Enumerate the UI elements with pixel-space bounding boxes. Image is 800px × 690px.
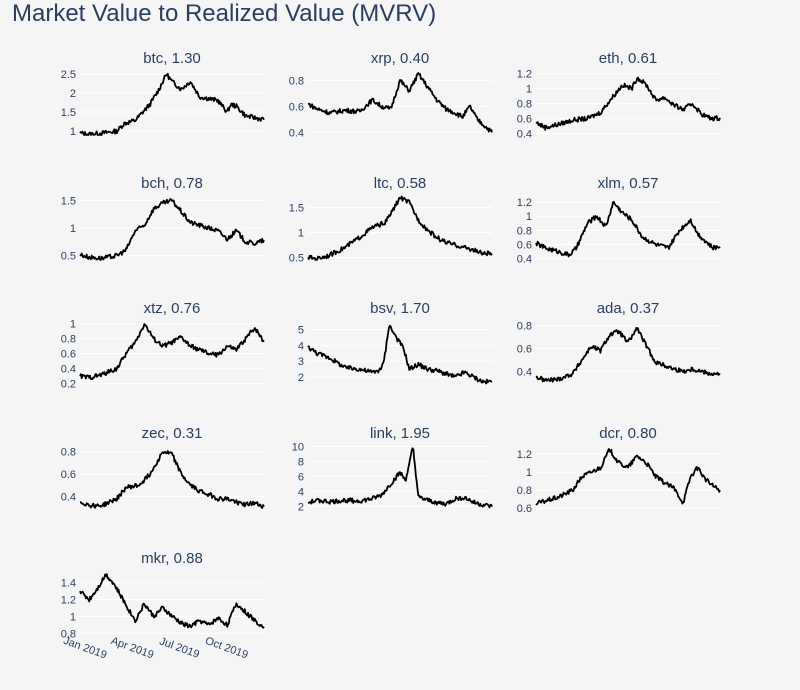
series-line-xrp: [307, 72, 493, 133]
y-tick-label: 4: [298, 486, 304, 498]
y-tick-label: 1.5: [289, 203, 304, 215]
y-tick-label: 0.4: [517, 254, 532, 266]
y-tick-label: 0.6: [517, 114, 532, 126]
y-tick-label: 3: [298, 356, 304, 368]
series-line-bsv: [307, 324, 493, 385]
series-line-ada: [535, 326, 721, 383]
series-line-dcr: [535, 448, 721, 506]
y-tick-label: 0.6: [61, 349, 76, 361]
y-tick-label: 1: [526, 211, 532, 223]
y-tick-label: 0.4: [61, 492, 76, 504]
y-tick-label: 0.8: [517, 225, 532, 237]
y-tick-label: 0.8: [61, 334, 76, 346]
panel-zec: 0.4 0.6 0.8 zec, 0.31: [61, 425, 265, 509]
y-tick-label: 2.5: [61, 69, 76, 81]
series-line-ltc: [307, 195, 493, 261]
y-tick-label: 6: [298, 471, 304, 483]
series-line-zec: [79, 450, 265, 509]
series-line-eth: [535, 76, 721, 131]
panel-title-bsv: bsv, 1.70: [370, 300, 430, 317]
panel-title-mkr: mkr, 0.88: [141, 550, 203, 567]
y-tick-label: 4: [298, 340, 304, 352]
y-tick-label: 1: [70, 319, 76, 331]
panel-title-zec: zec, 0.31: [142, 425, 203, 442]
y-tick-label: 1: [526, 84, 532, 96]
series-line-link: [307, 447, 493, 509]
y-tick-label: 1.5: [61, 107, 76, 119]
series-line-bch: [79, 198, 265, 261]
series-line-btc: [79, 72, 265, 136]
panel-title-eth: eth, 0.61: [599, 50, 657, 67]
x-tick-label: Apr 2019: [109, 635, 155, 662]
x-tick-label: Jul 2019: [158, 635, 201, 661]
panel-title-xrp: xrp, 0.40: [371, 50, 429, 67]
y-tick-label: 0.6: [289, 101, 304, 113]
panel-bch: 0.5 1 1.5 bch, 0.78: [61, 175, 265, 263]
panel-title-dcr: dcr, 0.80: [599, 425, 657, 442]
y-tick-label: 0.8: [517, 321, 532, 333]
panel-eth: 0.4 0.6 0.8 1 1.2 eth, 0.61: [517, 50, 721, 141]
panel-ltc: 0.5 1 1.5 ltc, 0.58: [289, 175, 493, 265]
panel-xlm: 0.4 0.6 0.8 1 1.2 xlm, 0.57: [517, 175, 721, 266]
y-tick-label: 0.6: [517, 503, 532, 515]
y-tick-label: 2: [298, 372, 304, 384]
y-tick-label: 1: [70, 126, 76, 138]
panel-title-btc: btc, 1.30: [143, 50, 201, 67]
y-tick-label: 1.2: [517, 197, 532, 209]
panel-mkr: 0.8 1 1.2 1.4 mkr, 0.88: [61, 550, 265, 640]
series-line-xtz: [79, 323, 265, 381]
y-tick-label: 10: [292, 441, 304, 453]
y-tick-label: 0.8: [289, 75, 304, 87]
panel-xrp: 0.4 0.6 0.8 xrp, 0.40: [289, 50, 493, 139]
y-tick-label: 0.6: [517, 239, 532, 251]
y-tick-label: 1.4: [61, 578, 76, 590]
series-line-mkr: [79, 573, 265, 629]
y-tick-label: 1.2: [517, 449, 532, 461]
panel-title-xtz: xtz, 0.76: [144, 300, 201, 317]
panel-title-bch: bch, 0.78: [141, 175, 203, 192]
y-tick-label: 1.2: [517, 69, 532, 81]
panel-title-xlm: xlm, 0.57: [598, 175, 659, 192]
y-tick-label: 0.2: [61, 379, 76, 391]
panel-link: 2 4 6 8 10 link, 1.95: [292, 425, 493, 513]
y-tick-label: 0.4: [61, 364, 76, 376]
panel-ada: 0.4 0.6 0.8 ada, 0.37: [517, 300, 721, 383]
y-tick-label: 0.8: [61, 628, 76, 640]
panel-btc: 1 1.5 2 2.5 btc, 1.30: [61, 50, 265, 138]
y-tick-label: 0.6: [517, 344, 532, 356]
panel-bsv: 2 3 4 5 bsv, 1.70: [298, 300, 493, 385]
y-tick-label: 0.4: [517, 366, 532, 378]
x-tick-label: Oct 2019: [204, 635, 250, 662]
y-tick-label: 5: [298, 325, 304, 337]
y-tick-label: 0.4: [517, 129, 532, 141]
y-tick-label: 1.5: [61, 196, 76, 208]
y-tick-label: 0.8: [517, 99, 532, 111]
y-tick-label: 0.8: [517, 485, 532, 497]
y-tick-label: 0.5: [289, 253, 304, 265]
y-tick-label: 1: [70, 611, 76, 623]
chart-title: Market Value to Realized Value (MVRV): [12, 0, 437, 27]
x-tick-label: Jan 2019: [62, 635, 109, 662]
y-tick-label: 8: [298, 456, 304, 468]
y-tick-label: 2: [298, 501, 304, 513]
y-tick-label: 1: [70, 223, 76, 235]
y-tick-label: 0.8: [61, 447, 76, 459]
y-tick-label: 2: [70, 88, 76, 100]
y-tick-label: 1.2: [61, 595, 76, 607]
y-tick-label: 1: [526, 467, 532, 479]
panel-title-ada: ada, 0.37: [597, 300, 660, 317]
series-line-xlm: [535, 200, 721, 258]
y-tick-label: 0.6: [61, 469, 76, 481]
y-tick-label: 1: [298, 228, 304, 240]
panel-dcr: 0.6 0.8 1 1.2 dcr, 0.80: [517, 425, 721, 515]
panel-xtz: 0.2 0.4 0.6 0.8 1 xtz, 0.76: [61, 300, 265, 391]
y-tick-label: 0.4: [289, 127, 304, 139]
y-tick-label: 0.5: [61, 251, 76, 263]
panel-title-ltc: ltc, 0.58: [374, 175, 427, 192]
panel-title-link: link, 1.95: [370, 425, 430, 442]
